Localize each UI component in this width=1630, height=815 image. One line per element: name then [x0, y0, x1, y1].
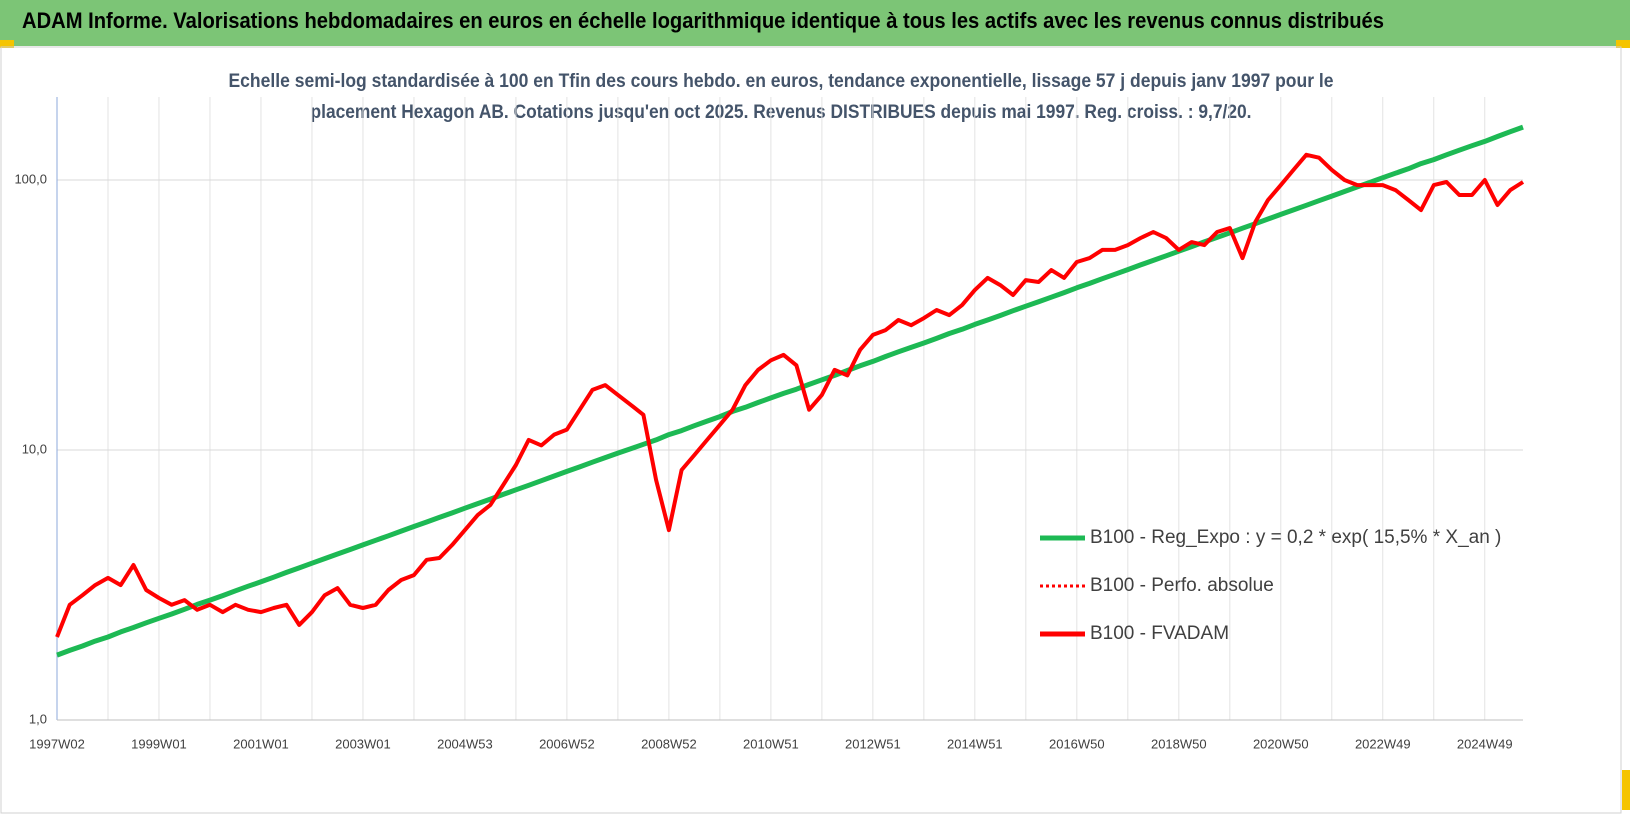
x-tick-label: 2016W50	[1049, 736, 1105, 751]
grid: 1,0 10,0 100,0 1997W02 1999W01 2001W01 2003W01…	[14, 97, 1523, 751]
y-tick-label: 10,0	[22, 441, 47, 456]
x-tick-label: 2020W50	[1253, 736, 1309, 751]
series-line	[56, 124, 1524, 658]
x-tick-label: 2003W01	[335, 736, 391, 751]
corner	[0, 40, 14, 48]
x-tick-label: 2012W51	[845, 736, 901, 751]
corner	[1616, 40, 1630, 48]
corner	[1622, 770, 1630, 810]
x-tick-label: 1999W01	[131, 736, 187, 751]
x-tick-label: 2024W49	[1457, 736, 1513, 751]
y-tick-label: 100,0	[14, 171, 47, 186]
x-tick-label: 2018W50	[1151, 736, 1207, 751]
legend-label: B100 - Perfo. absolue	[1090, 575, 1274, 596]
legend: B100 - Reg_Expo : y = 0,2 * exp( 15,5% *…	[1040, 527, 1501, 644]
x-tick-label: 2010W51	[743, 736, 799, 751]
y-tick-label: 1,0	[29, 711, 47, 726]
frame	[0, 46, 1622, 814]
title-bar	[0, 0, 1630, 46]
subtitle: Echelle semi-log standardisée à 100 en T…	[229, 71, 1334, 92]
x-tick-label: 2008W52	[641, 736, 697, 751]
x-tick-label: 2004W53	[437, 736, 493, 751]
plot	[55, 124, 1525, 658]
x-tick-label: 1997W02	[29, 736, 85, 751]
x-tick-label: 2014W51	[947, 736, 1003, 751]
legend-label: B100 - FVADAM	[1090, 623, 1229, 644]
x-tick-label: 2001W01	[233, 736, 289, 751]
series-line	[55, 152, 1525, 638]
legend-label: B100 - Reg_Expo : y = 0,2 * exp( 15,5% *…	[1090, 527, 1501, 548]
subtitle: placement Hexagon AB. Cotations jusqu'en…	[311, 102, 1252, 123]
x-tick-label: 2006W52	[539, 736, 595, 751]
chart-title: ADAM Informe. Valorisations hebdomadaire…	[22, 8, 1384, 33]
x-tick-label: 2022W49	[1355, 736, 1411, 751]
